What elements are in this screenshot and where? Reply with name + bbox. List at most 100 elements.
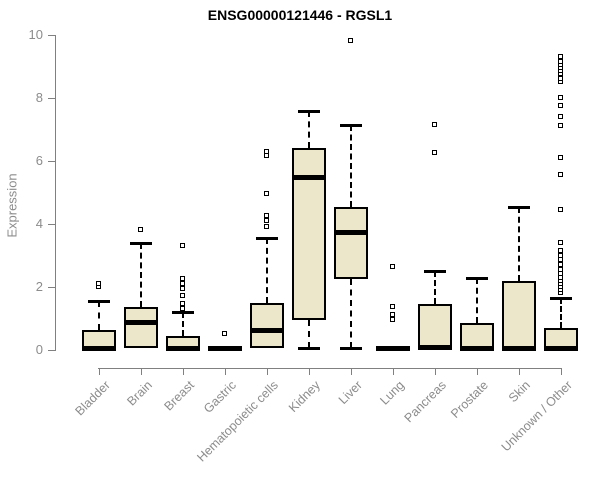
x-axis-tick [99, 368, 100, 375]
median-line [124, 319, 158, 325]
whisker-upper-cap [340, 123, 362, 127]
outlier-point [390, 317, 395, 323]
x-axis-tick [183, 368, 184, 375]
whisker-upper [476, 277, 478, 324]
outlier-point [558, 266, 563, 272]
whisker-upper-cap [256, 237, 278, 241]
whisker-upper-cap [88, 300, 110, 304]
y-axis-label: Expression [4, 173, 20, 238]
y-axis-tick [48, 350, 55, 351]
outlier-point [558, 102, 563, 108]
x-axis-tick [309, 368, 310, 375]
outlier-point [180, 293, 185, 299]
y-axis-line [55, 35, 56, 351]
outlier-point [558, 247, 563, 253]
y-axis-tick-label: 10 [28, 27, 43, 42]
outlier-point [96, 280, 101, 286]
whisker-upper [560, 298, 562, 328]
whisker-lower [308, 320, 310, 349]
y-axis-tick [48, 161, 55, 162]
x-axis-tick [267, 368, 268, 375]
outlier-point [264, 224, 269, 230]
outlier-point [558, 154, 563, 160]
x-axis-tick [393, 368, 394, 375]
median-line [208, 346, 242, 352]
whisker-upper [518, 206, 520, 281]
x-axis-tick [351, 368, 352, 375]
whisker-upper [182, 312, 184, 336]
outlier-point [180, 285, 185, 291]
whisker-lower-cap [340, 347, 362, 351]
whisker-upper [308, 110, 310, 149]
outlier-point [264, 153, 269, 159]
outlier-point [558, 271, 563, 277]
median-line [460, 346, 494, 352]
y-axis-tick [48, 287, 55, 288]
outlier-point [432, 150, 437, 156]
median-line [418, 344, 452, 350]
x-axis-tick [477, 368, 478, 375]
outlier-point [390, 263, 395, 269]
whisker-upper-cap [550, 297, 572, 301]
outlier-point [264, 148, 269, 154]
whisker-upper [434, 271, 436, 305]
outlier-point [264, 217, 269, 223]
outlier-point [138, 227, 143, 233]
whisker-upper-cap [424, 270, 446, 274]
median-line [166, 346, 200, 352]
median-line [250, 327, 284, 333]
whisker-upper-cap [172, 311, 194, 315]
whisker-upper-cap [508, 205, 530, 209]
chart-title: ENSG00000121446 - RGSL1 [207, 7, 393, 23]
outlier-point [390, 312, 395, 318]
whisker-upper-cap [130, 241, 152, 245]
outlier-point [432, 121, 437, 127]
outlier-point [180, 301, 185, 307]
outlier-point [180, 280, 185, 286]
median-line [292, 174, 326, 180]
x-axis-tick [141, 368, 142, 375]
iqr-box [460, 323, 494, 350]
iqr-box [418, 304, 452, 349]
outlier-point [558, 58, 563, 64]
y-axis-tick-label: 4 [35, 216, 43, 231]
whisker-upper [98, 301, 100, 330]
iqr-box [124, 307, 158, 349]
whisker-lower [350, 279, 352, 349]
outlier-point [558, 123, 563, 129]
outlier-point [558, 261, 563, 267]
median-line [502, 346, 536, 352]
y-axis-tick-label: 6 [35, 153, 43, 168]
median-line [376, 346, 410, 352]
outlier-point [180, 306, 185, 312]
y-axis-tick [48, 98, 55, 99]
x-axis-tick [435, 368, 436, 375]
iqr-box [502, 280, 536, 350]
outlier-point [558, 239, 563, 245]
outlier-point [558, 54, 563, 60]
outlier-point [558, 172, 563, 178]
outlier-point [558, 257, 563, 263]
y-axis-tick-label: 8 [35, 90, 43, 105]
outlier-point [558, 76, 563, 82]
outlier-point [558, 95, 563, 100]
whisker-upper [140, 242, 142, 308]
median-line [544, 346, 578, 352]
outlier-point [558, 252, 563, 258]
outlier-point [222, 331, 227, 337]
y-axis-tick [48, 224, 55, 225]
median-line [334, 229, 368, 235]
outlier-point [558, 206, 563, 212]
outlier-point [264, 191, 269, 197]
whisker-upper [350, 124, 352, 207]
outlier-point [558, 113, 563, 119]
y-axis-tick-label: 0 [35, 342, 43, 357]
outlier-point [264, 213, 269, 219]
outlier-point [180, 243, 185, 249]
x-axis-tick [561, 368, 562, 375]
outlier-point [390, 304, 395, 310]
y-axis-tick-label: 2 [35, 279, 43, 294]
whisker-upper-cap [466, 276, 488, 280]
iqr-box [250, 302, 284, 349]
